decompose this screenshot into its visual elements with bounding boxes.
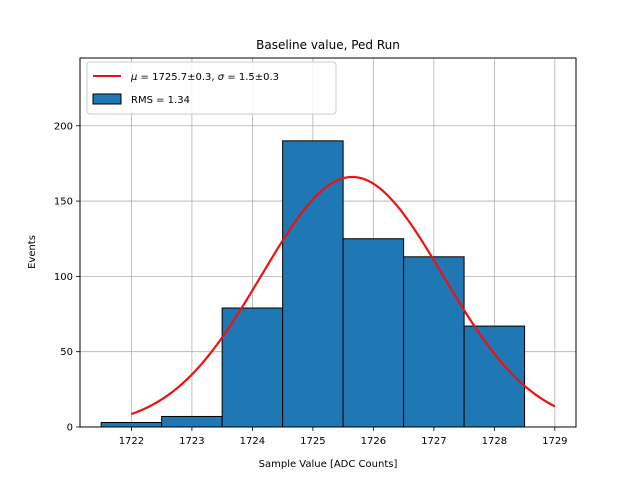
legend-fit-label: μ = 1725.7±0.3, σ = 1.5±0.3 — [130, 72, 279, 83]
legend-mu-symbol: μ — [130, 72, 137, 83]
histogram-bar — [403, 256, 465, 428]
legend-hist-swatch — [92, 93, 122, 105]
legend-sigma-symbol: σ — [218, 72, 225, 83]
histogram-bar — [342, 238, 405, 428]
x-axis-label: Sample Value [ADC Counts] — [259, 459, 398, 470]
axis-ticks: 1722 1723 1724 1725 1726 1727 1728 1729 0 50 100 15… — [54, 121, 568, 447]
y-tick-label: 200 — [54, 121, 73, 132]
x-tick-label: 1728 — [482, 436, 507, 447]
gaussian-fit — [131, 175, 556, 416]
x-tick-label: 1722 — [119, 436, 144, 447]
plot-frame — [79, 57, 577, 428]
x-tick-label: 1723 — [179, 436, 204, 447]
fit-curve — [131, 175, 556, 416]
histogram-bar — [221, 307, 284, 428]
x-tick-label: 1724 — [240, 436, 265, 447]
x-tick-label: 1727 — [421, 436, 446, 447]
y-tick-label: 50 — [60, 347, 73, 358]
histogram-bar — [282, 140, 344, 428]
legend-sigma-value: = 1.5±0.3 — [224, 72, 279, 83]
y-tick-label: 150 — [54, 197, 73, 208]
y-axis-label: Events — [27, 235, 38, 269]
x-tick-label: 1725 — [300, 436, 325, 447]
legend-mu-value: = 1725.7±0.3, — [137, 72, 217, 83]
histogram-bars — [100, 140, 526, 428]
x-tick-label: 1729 — [542, 436, 567, 447]
histogram-bar — [100, 421, 163, 428]
histogram-bar — [161, 415, 223, 428]
x-tick-label: 1726 — [361, 436, 386, 447]
y-tick-label: 0 — [67, 423, 73, 434]
legend-hist-label: RMS = 1.34 — [131, 95, 190, 106]
y-tick-label: 100 — [54, 272, 73, 283]
legend-box — [86, 61, 337, 115]
legend: μ = 1725.7±0.3, σ = 1.5±0.3 RMS = 1.34 — [86, 61, 337, 115]
chart-title: Baseline value, Ped Run — [256, 38, 400, 52]
